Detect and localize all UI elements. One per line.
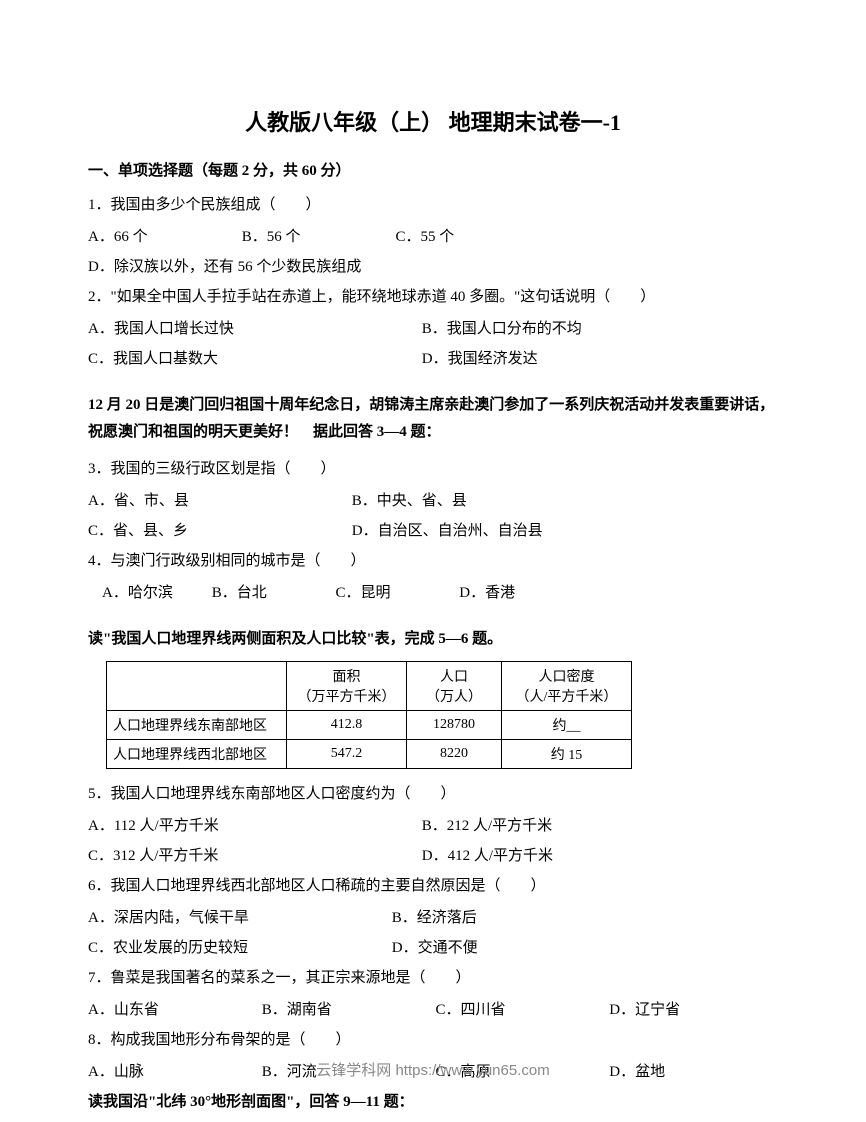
table-header-1: 面积（万平方千米）	[287, 662, 407, 711]
q5-option-a: A．112 人/平方千米	[88, 811, 418, 841]
table-header-2: 人口（万人）	[407, 662, 502, 711]
section-header: 一、单项选择题（每题 2 分，共 60 分）	[88, 159, 778, 180]
q4-option-c: C．昆明	[336, 578, 456, 608]
population-table: 面积（万平方千米） 人口（万人） 人口密度（人/平方千米） 人口地理界线东南部地…	[106, 661, 632, 769]
question-3: 3．我国的三级行政区划是指（ ）	[88, 454, 778, 484]
exam-title: 人教版八年级（上） 地理期末试卷一-1	[88, 105, 778, 137]
q5-option-d: D．412 人/平方千米	[422, 841, 553, 871]
q2-option-c: C．我国人口基数大	[88, 344, 418, 374]
table-cell: 128780	[407, 711, 502, 740]
q2-option-a: A．我国人口增长过快	[88, 314, 418, 344]
question-2-options-row1: A．我国人口增长过快 B．我国人口分布的不均	[88, 314, 778, 344]
q2-option-b: B．我国人口分布的不均	[422, 314, 582, 344]
question-7-options: A．山东省 B．湖南省 C．四川省 D．辽宁省	[88, 995, 778, 1025]
q1-option-d: D．除汉族以外，还有 56 个少数民族组成	[88, 252, 361, 282]
q7-option-c: C．四川省	[436, 995, 606, 1025]
table-cell: 412.8	[287, 711, 407, 740]
context-2: 读"我国人口地理界线两侧面积及人口比较"表，完成 5—6 题。	[88, 626, 778, 653]
q3-option-d: D．自治区、自治州、自治县	[352, 516, 543, 546]
table-cell: 约__	[502, 711, 632, 740]
table-header-row: 面积（万平方千米） 人口（万人） 人口密度（人/平方千米）	[107, 662, 632, 711]
q3-option-a: A．省、市、县	[88, 486, 348, 516]
question-7: 7．鲁菜是我国著名的菜系之一，其正宗来源地是（ ）	[88, 963, 778, 993]
table-row: 人口地理界线东南部地区 412.8 128780 约__	[107, 711, 632, 740]
question-5-options-row2: C．312 人/平方千米 D．412 人/平方千米	[88, 841, 778, 871]
table-cell: 人口地理界线东南部地区	[107, 711, 287, 740]
table-cell: 约 15	[502, 740, 632, 769]
question-5-options-row1: A．112 人/平方千米 B．212 人/平方千米	[88, 811, 778, 841]
q5-option-b: B．212 人/平方千米	[422, 811, 552, 841]
q1-option-c: C．55 个	[396, 222, 546, 252]
table-cell: 人口地理界线西北部地区	[107, 740, 287, 769]
question-6-options-row1: A．深居内陆，气候干旱 B．经济落后	[88, 903, 778, 933]
question-2: 2．"如果全中国人手拉手站在赤道上，能环绕地球赤道 40 多圈。"这句话说明（ …	[88, 282, 778, 312]
question-4: 4．与澳门行政级别相同的城市是（ ）	[88, 546, 778, 576]
q1-option-b: B．56 个	[242, 222, 392, 252]
context-3: 读我国沿"北纬 30°地形剖面图"，回答 9—11 题：	[88, 1087, 778, 1117]
question-4-options: A．哈尔滨 B．台北 C．昆明 D．香港	[88, 578, 778, 608]
question-5: 5．我国人口地理界线东南部地区人口密度约为（ ）	[88, 779, 778, 809]
q6-option-b: B．经济落后	[392, 903, 477, 933]
question-3-options-row2: C．省、县、乡 D．自治区、自治州、自治县	[88, 516, 778, 546]
context-1: 12 月 20 日是澳门回归祖国十周年纪念日，胡锦涛主席亲赴澳门参加了一系列庆祝…	[88, 392, 778, 446]
q1-option-a: A．66 个	[88, 222, 238, 252]
q2-option-d: D．我国经济发达	[422, 344, 538, 374]
q3-option-b: B．中央、省、县	[352, 486, 467, 516]
q3-option-c: C．省、县、乡	[88, 516, 348, 546]
q7-option-a: A．山东省	[88, 995, 258, 1025]
q6-option-c: C．农业发展的历史较短	[88, 933, 388, 963]
table-header-3: 人口密度（人/平方千米）	[502, 662, 632, 711]
q6-option-d: D．交通不便	[392, 933, 478, 963]
q4-option-a: A．哈尔滨	[88, 578, 208, 608]
question-1: 1．我国由多少个民族组成（ ）	[88, 190, 778, 220]
q6-option-a: A．深居内陆，气候干旱	[88, 903, 388, 933]
question-3-options-row1: A．省、市、县 B．中央、省、县	[88, 486, 778, 516]
q7-option-b: B．湖南省	[262, 995, 432, 1025]
question-2-options-row2: C．我国人口基数大 D．我国经济发达	[88, 344, 778, 374]
question-1-options: A．66 个 B．56 个 C．55 个 D．除汉族以外，还有 56 个少数民族…	[88, 222, 778, 282]
q4-option-d: D．香港	[459, 578, 579, 608]
question-6: 6．我国人口地理界线西北部地区人口稀疏的主要自然原因是（ ）	[88, 871, 778, 901]
question-8: 8．构成我国地形分布骨架的是（ ）	[88, 1025, 778, 1055]
table-row: 人口地理界线西北部地区 547.2 8220 约 15	[107, 740, 632, 769]
q7-option-d: D．辽宁省	[609, 995, 680, 1025]
table-cell: 547.2	[287, 740, 407, 769]
question-6-options-row2: C．农业发展的历史较短 D．交通不便	[88, 933, 778, 963]
q5-option-c: C．312 人/平方千米	[88, 841, 418, 871]
q4-option-b: B．台北	[212, 578, 332, 608]
page-footer: 云锋学科网 https://www.yun65.com	[0, 1059, 866, 1080]
table-cell: 8220	[407, 740, 502, 769]
table-header-0	[107, 662, 287, 711]
